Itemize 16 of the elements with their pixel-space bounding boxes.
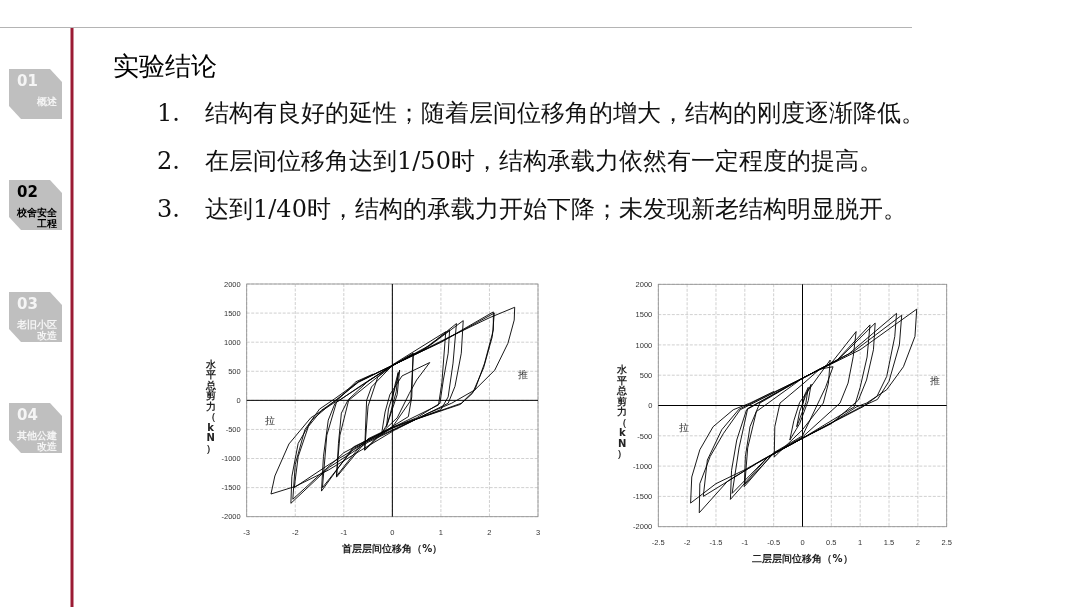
annotation: 拉 xyxy=(265,414,275,426)
text: 02 校舍安全工程 xyxy=(16,183,57,229)
annotation: 推 xyxy=(930,374,941,386)
text: 水平总剪力（kN） xyxy=(617,364,628,459)
text: 2. xyxy=(157,147,180,175)
text: 水平总剪力（kN） xyxy=(205,358,216,454)
text: 实验结论 xyxy=(113,51,217,81)
x-axis-title: 首层层间位移角（%） xyxy=(341,542,443,554)
annotation: 拉 xyxy=(679,421,690,433)
annotation: 推 xyxy=(518,369,529,381)
x-axis-title: 二层层间位移角（%） xyxy=(752,552,853,564)
text: 结构有良好的延性；随着层间位移角的增大，结构的刚度逐渐降低。 xyxy=(205,99,925,127)
text: 在层间位移角达到1/50时，结构承载力依然有一定程度的提高。 xyxy=(205,147,883,175)
text: 3. xyxy=(157,195,180,223)
text: 1. xyxy=(157,99,180,127)
text: 达到1/40时，结构的承载力开始下降；未发现新老结构明显脱开。 xyxy=(205,195,907,223)
